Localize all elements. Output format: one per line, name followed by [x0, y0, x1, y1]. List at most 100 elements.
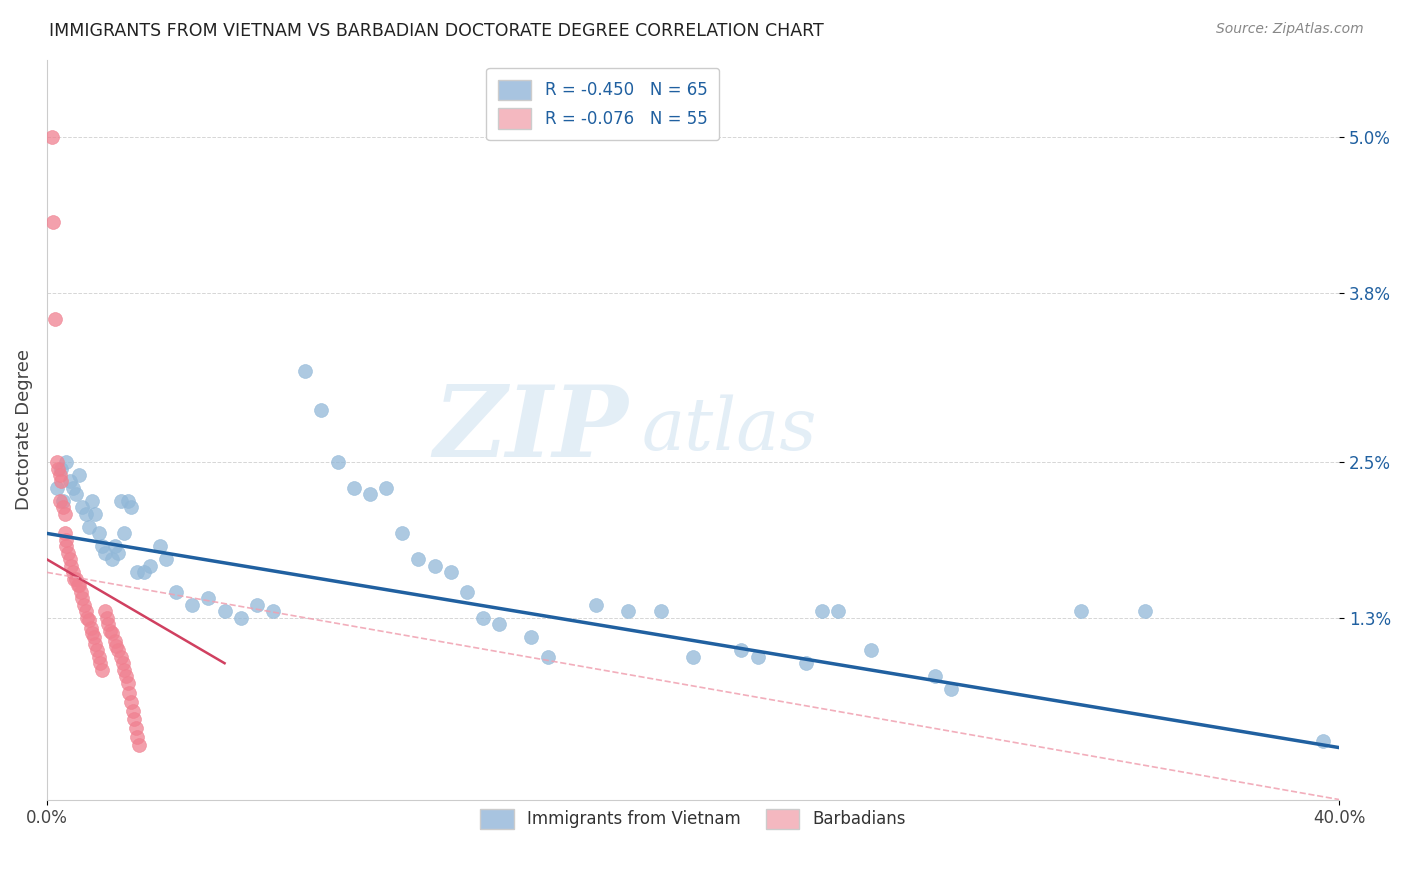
Point: [115, 669, 138, 683]
Y-axis label: Doctorate Degree: Doctorate Degree: [15, 349, 32, 510]
Point: [79, 621, 101, 635]
Point: [155, 552, 177, 566]
Point: [520, 630, 543, 644]
Point: [49, 494, 72, 508]
Point: [488, 617, 510, 632]
Point: [650, 604, 672, 618]
Point: [45, 455, 67, 469]
Point: [98, 624, 121, 638]
Point: [375, 481, 398, 495]
Point: [440, 566, 463, 580]
Point: [104, 634, 127, 648]
Point: [87, 526, 110, 541]
Point: [1135, 604, 1157, 618]
Point: [69, 584, 91, 599]
Point: [96, 611, 118, 625]
Point: [52, 500, 75, 515]
Point: [89, 657, 111, 671]
Text: ZIP: ZIP: [433, 381, 628, 478]
Point: [44, 312, 66, 326]
Point: [72, 500, 94, 515]
Point: [128, 738, 150, 752]
Point: [76, 611, 98, 625]
Point: [55, 540, 77, 554]
Point: [1312, 734, 1334, 748]
Point: [62, 566, 84, 580]
Point: [262, 604, 284, 618]
Point: [53, 507, 76, 521]
Point: [51, 461, 73, 475]
Point: [359, 487, 381, 501]
Point: [859, 643, 882, 657]
Point: [53, 526, 76, 541]
Point: [408, 552, 430, 566]
Point: [617, 604, 640, 618]
Point: [90, 540, 112, 554]
Point: [84, 507, 107, 521]
Point: [86, 643, 108, 657]
Point: [246, 598, 269, 612]
Point: [118, 686, 141, 700]
Point: [77, 613, 100, 627]
Point: [66, 578, 89, 592]
Point: [100, 626, 122, 640]
Point: [84, 637, 107, 651]
Point: [456, 584, 478, 599]
Point: [197, 591, 219, 606]
Point: [51, 475, 73, 489]
Point: [83, 630, 105, 644]
Point: [120, 695, 142, 709]
Point: [72, 591, 94, 606]
Point: [73, 598, 96, 612]
Point: [41, 130, 63, 145]
Text: atlas: atlas: [641, 394, 817, 465]
Point: [49, 468, 72, 483]
Point: [75, 604, 97, 618]
Point: [165, 584, 187, 599]
Point: [112, 663, 135, 677]
Point: [65, 487, 87, 501]
Point: [294, 364, 316, 378]
Point: [62, 481, 84, 495]
Point: [537, 649, 560, 664]
Point: [117, 494, 139, 508]
Point: [94, 546, 117, 560]
Point: [794, 657, 817, 671]
Point: [104, 540, 127, 554]
Point: [122, 712, 145, 726]
Point: [127, 566, 149, 580]
Point: [132, 566, 155, 580]
Point: [924, 669, 946, 683]
Point: [107, 546, 129, 560]
Point: [343, 481, 366, 495]
Point: [63, 572, 86, 586]
Point: [117, 675, 139, 690]
Point: [55, 533, 77, 547]
Point: [110, 649, 132, 664]
Point: [56, 546, 79, 560]
Point: [110, 494, 132, 508]
Point: [105, 640, 128, 654]
Point: [52, 494, 75, 508]
Point: [94, 604, 117, 618]
Point: [77, 520, 100, 534]
Point: [87, 649, 110, 664]
Point: [326, 455, 349, 469]
Point: [55, 455, 77, 469]
Text: IMMIGRANTS FROM VIETNAM VS BARBADIAN DOCTORATE DEGREE CORRELATION CHART: IMMIGRANTS FROM VIETNAM VS BARBADIAN DOC…: [49, 22, 824, 40]
Point: [111, 657, 134, 671]
Point: [229, 611, 252, 625]
Point: [747, 649, 769, 664]
Point: [1070, 604, 1092, 618]
Point: [82, 626, 104, 640]
Point: [139, 558, 162, 573]
Point: [58, 475, 80, 489]
Point: [67, 578, 90, 592]
Point: [391, 526, 413, 541]
Point: [65, 572, 87, 586]
Point: [149, 540, 172, 554]
Point: [112, 526, 135, 541]
Point: [827, 604, 849, 618]
Point: [472, 611, 495, 625]
Point: [214, 604, 236, 618]
